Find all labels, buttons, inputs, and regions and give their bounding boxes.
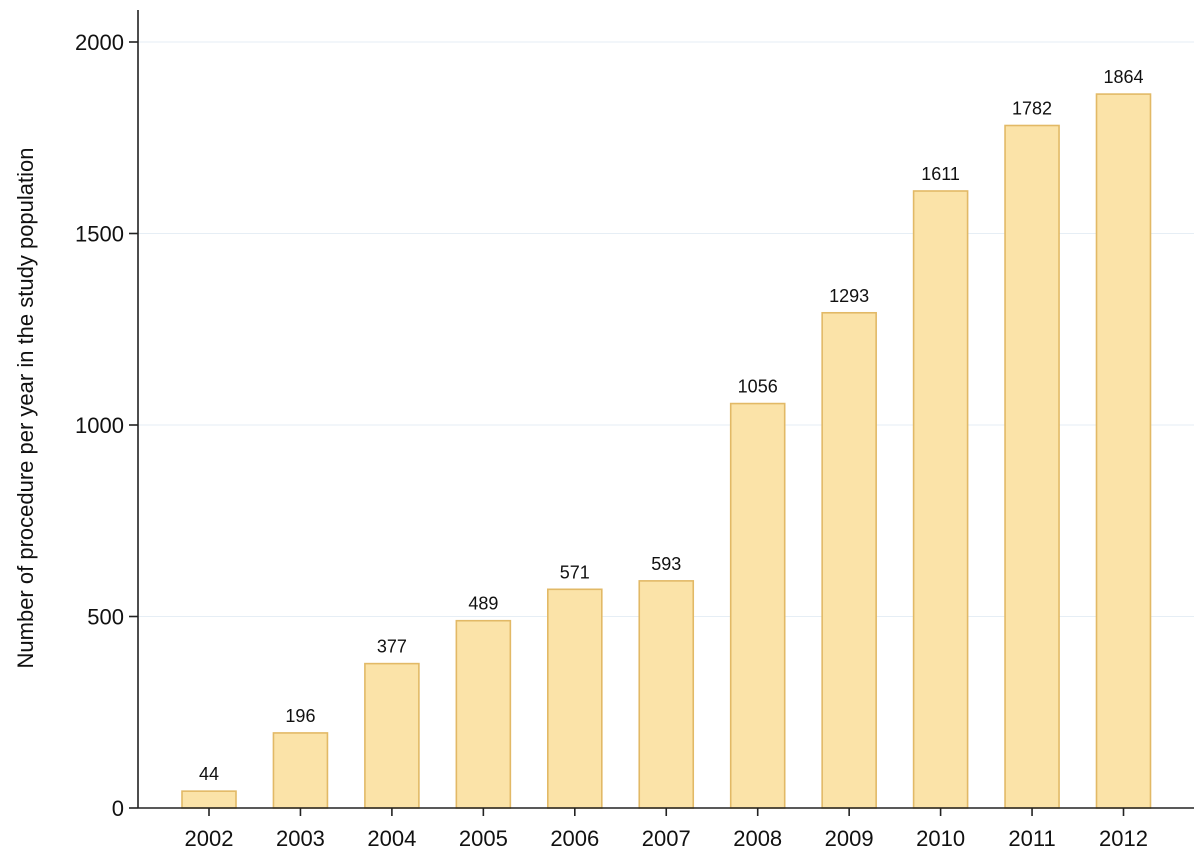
- x-tick-label: 2007: [642, 826, 691, 851]
- y-tick-label: 1500: [75, 222, 124, 247]
- y-axis-ticks: 0 500 1000 1500 2000: [75, 30, 138, 821]
- y-tick-label: 2000: [75, 30, 124, 55]
- bar-value-label: 1864: [1103, 67, 1143, 87]
- bar-value-label: 1611: [921, 164, 960, 184]
- x-tick-label: 2003: [276, 826, 325, 851]
- x-tick-label: 2002: [185, 826, 234, 851]
- bar-value-label: 377: [377, 637, 407, 657]
- bars: [181, 93, 1152, 809]
- x-tick-label: 2005: [459, 826, 508, 851]
- bar-value-label: 571: [560, 562, 590, 582]
- bar-2007: [638, 580, 695, 809]
- bar-2003: [272, 732, 329, 809]
- bar-value-label: 1293: [829, 286, 869, 306]
- x-tick-label: 2008: [733, 826, 782, 851]
- x-axis-ticks: 2002 2003 2004 2005 2006 2007 2008 2009 2010 2011…: [185, 808, 1148, 851]
- bar-value-label: 1782: [1012, 98, 1052, 118]
- bar-2010: [912, 190, 969, 809]
- bar-2008: [729, 402, 786, 809]
- y-tick-label: 500: [87, 605, 124, 630]
- x-tick-label: 2009: [825, 826, 874, 851]
- bar-value-label: 489: [468, 594, 498, 614]
- bar-2005: [455, 619, 512, 809]
- x-tick-label: 2011: [1008, 826, 1055, 851]
- bar-2004: [364, 662, 420, 809]
- bar-value-label: 1056: [738, 377, 778, 397]
- bar-value-label: 593: [651, 554, 681, 574]
- bar-2012: [1095, 93, 1152, 809]
- y-axis-title: Number of procedure per year in the stud…: [13, 148, 38, 669]
- bar-2002: [181, 790, 237, 809]
- x-tick-label: 2012: [1099, 826, 1148, 851]
- bar-2006: [546, 588, 603, 809]
- bar-2011: [1004, 124, 1060, 809]
- x-tick-label: 2006: [550, 826, 599, 851]
- y-tick-label: 0: [112, 796, 124, 821]
- bar-2009: [821, 311, 877, 809]
- bar-value-label: 196: [285, 706, 315, 726]
- y-tick-label: 1000: [75, 413, 124, 438]
- bar-value-labels: 44 196 377 489 571 593 1056 1293 1611 1782 1864: [199, 67, 1144, 784]
- bar-value-label: 44: [199, 764, 219, 784]
- x-tick-label: 2010: [916, 826, 965, 851]
- x-tick-label: 2004: [367, 826, 416, 851]
